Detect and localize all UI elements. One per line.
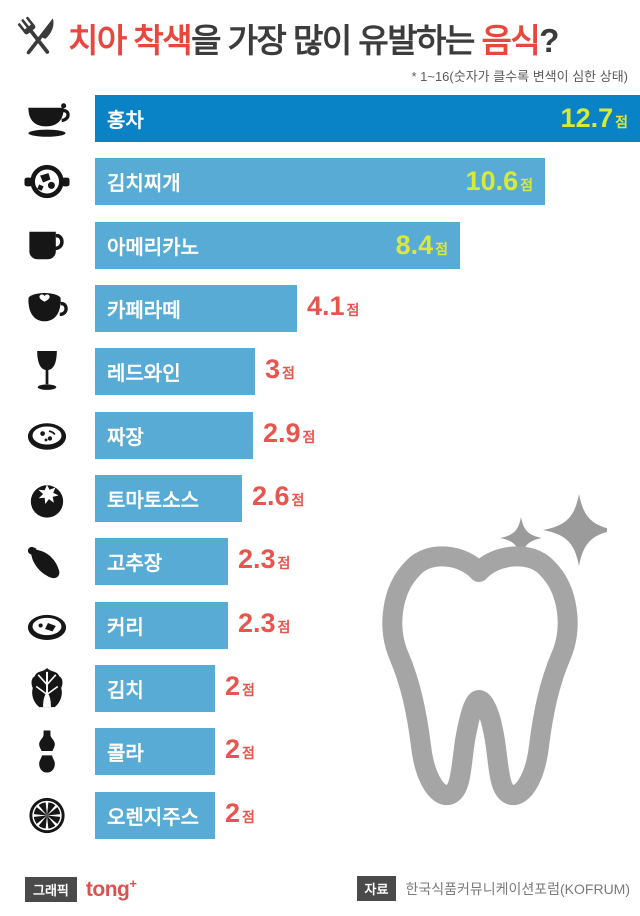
source-badge: 자료 [356,876,397,901]
title-accent-2: 음식 [481,22,541,59]
bar: 레드와인 [95,348,255,395]
tomato-icon [14,475,80,522]
bar-label: 레드와인 [107,363,181,385]
orange-slice-icon [14,792,80,839]
bar-label: 토마토소스 [107,490,199,512]
bar: 커리 [95,602,228,649]
sparkle-icon [500,494,607,566]
bar-label: 홍차 [107,110,144,132]
bar-label: 김치찌개 [107,173,181,195]
bar: 김치찌개 10.6 점 [95,158,545,205]
graphic-badge: 그래픽 [25,876,77,902]
bar-value: 10.6 점 [465,166,533,196]
bar: 토마토소스 [95,475,242,522]
bar-label: 콜라 [107,743,144,765]
chili-icon [14,538,80,585]
cabbage-icon [14,665,80,712]
bar: 카페라떼 [95,285,297,332]
title-middle: 을 가장 많이 유발하는 [191,22,482,59]
bar: 짜장 [95,412,253,459]
bar-value: 2.3 점 [238,544,291,574]
chart-row: 토마토소스 2.6 점 [0,475,640,522]
bar-value: 4.1 점 [307,291,360,321]
fork-knife-icon [10,10,66,66]
credit-source: 자료 한국식품커뮤니케이션포럼(KOFRUM) [356,876,630,901]
title-tail: ? [539,22,559,59]
scale-note: * 1~16(숫자가 클수록 변색이 심한 상태) [411,69,628,84]
chart-row: 커리 2.3 점 [0,602,640,649]
bar-label: 오렌지주스 [107,807,199,829]
tooth-icon [363,486,607,830]
credit-graphic: 그래픽 tong+ [25,876,137,902]
noodle-bowl-icon [14,412,80,459]
chart-row: 짜장 2.9 점 [0,412,640,459]
chart-row: 카페라떼 4.1 점 [0,285,640,332]
chart-row: 고추장 2.3 점 [0,538,640,585]
curry-bowl-icon [14,602,80,649]
bar: 오렌지주스 [95,792,215,839]
tong-logo: tong+ [85,876,137,901]
bar-value: 2.3 점 [238,608,291,638]
bar-label: 고추장 [107,553,163,575]
bar: 고추장 [95,538,228,585]
latte-cup-icon [14,285,80,332]
coffee-mug-icon [14,222,80,269]
bar: 홍차 12.7 점 [95,95,640,142]
bar-label: 김치 [107,680,144,702]
bar-value: 12.7 점 [560,103,628,133]
stew-pot-icon [14,158,80,205]
bar-label: 아메리카노 [107,237,199,259]
bar: 김치 [95,665,215,712]
chart-row: 김치찌개 10.6 점 [0,158,640,205]
bar-value: 2.6 점 [252,481,305,511]
bar: 콜라 [95,728,215,775]
bar-value: 8.4 점 [395,230,448,260]
chart-row: 홍차 12.7 점 [0,95,640,142]
page-title: 치아 착색을 가장 많이 유발하는 음식? [68,14,559,62]
title-accent-1: 치아 착색 [68,22,193,59]
bar-value: 2.9 점 [263,418,316,448]
bar-label: 짜장 [107,427,144,449]
wine-glass-icon [14,348,80,395]
teacup-icon [14,95,80,142]
bar-label: 커리 [107,617,144,639]
bar: 아메리카노 8.4 점 [95,222,460,269]
source-text: 한국식품커뮤니케이션포럼(KOFRUM) [405,880,630,897]
bar-label: 카페라떼 [107,300,181,322]
cola-bottle-icon [14,728,80,775]
chart-row: 아메리카노 8.4 점 [0,222,640,269]
